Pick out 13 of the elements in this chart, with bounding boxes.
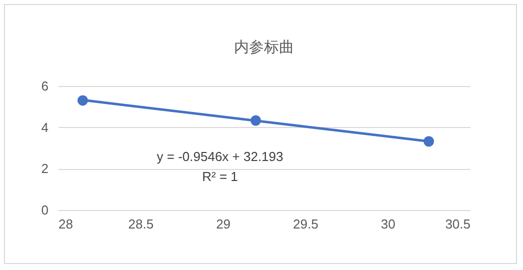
y-tick-label: 2 — [41, 161, 48, 176]
annotation: y = -0.9546x + 32.193 — [156, 149, 284, 164]
annotation: R² = 1 — [202, 169, 238, 184]
x-tick-label: 30 — [380, 216, 396, 232]
x-tick-label: 28.5 — [128, 216, 154, 232]
x-tick-label: 29.5 — [293, 216, 318, 232]
x-tick-label: 28 — [58, 216, 73, 232]
y-tick-label: 0 — [41, 202, 48, 218]
chart-title: 内参标曲 — [234, 39, 294, 56]
y-tick-label: 4 — [41, 120, 48, 135]
x-tick-label: 30.5 — [445, 216, 470, 232]
x-tick-label: 29 — [216, 216, 231, 232]
y-tick-label: 6 — [41, 78, 48, 94]
